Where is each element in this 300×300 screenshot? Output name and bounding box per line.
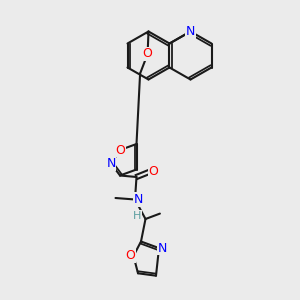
Text: O: O: [149, 165, 158, 178]
Text: H: H: [133, 211, 141, 221]
Text: O: O: [143, 47, 152, 61]
Text: O: O: [126, 249, 135, 262]
Text: O: O: [115, 143, 125, 157]
Text: N: N: [186, 25, 195, 38]
Text: N: N: [106, 157, 116, 170]
Text: N: N: [133, 193, 143, 206]
Text: N: N: [158, 242, 167, 255]
